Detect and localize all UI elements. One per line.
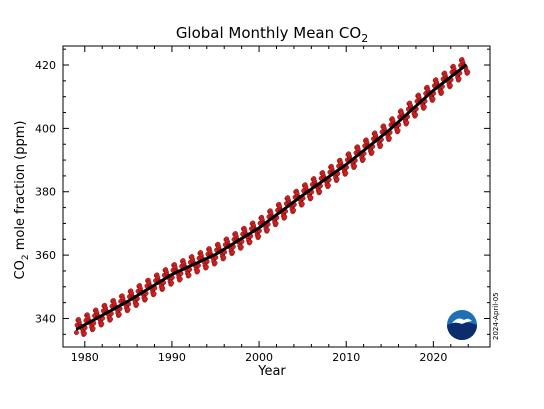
monthly-point xyxy=(186,272,192,278)
y-tick-label: 380 xyxy=(35,186,56,199)
monthly-point xyxy=(291,207,297,213)
monthly-point xyxy=(386,135,392,141)
monthly-point xyxy=(465,69,471,75)
monthly-point xyxy=(247,239,253,245)
monthly-point xyxy=(134,301,140,307)
monthly-point xyxy=(142,296,148,302)
monthly-point xyxy=(125,307,131,313)
monthly-point xyxy=(299,201,305,207)
monthly-point xyxy=(421,104,427,110)
monthly-point xyxy=(360,156,366,162)
monthly-point xyxy=(334,176,340,182)
monthly-point xyxy=(203,264,209,270)
monthly-point xyxy=(81,330,87,336)
monthly-point xyxy=(395,128,401,133)
monthly-point xyxy=(195,268,201,274)
x-tick-label: 2000 xyxy=(245,351,273,364)
monthly-point xyxy=(238,244,244,250)
monthly-point xyxy=(325,182,331,188)
monthly-point xyxy=(212,260,218,266)
plot-area: 1980 1990 2000 2010 2020 340 360 380 400 420 xyxy=(35,46,490,364)
monthly-point xyxy=(273,220,279,226)
monthly-point xyxy=(369,149,375,155)
monthly-point xyxy=(308,195,314,201)
chart-title: Global Monthly Mean CO2 xyxy=(176,24,368,45)
noaa-logo xyxy=(447,310,477,340)
monthly-point xyxy=(447,83,453,88)
y-tick-label: 420 xyxy=(35,59,56,72)
monthly-point xyxy=(430,96,436,102)
monthly-point xyxy=(404,120,410,126)
monthly-point xyxy=(343,170,349,176)
x-tick-label: 2020 xyxy=(419,351,447,364)
monthly-point xyxy=(317,189,323,195)
monthly-point xyxy=(177,276,183,282)
monthly-point xyxy=(169,280,175,286)
x-tick-label: 1990 xyxy=(158,351,186,364)
monthly-point xyxy=(230,249,236,255)
plot-frame xyxy=(62,45,491,348)
monthly-point xyxy=(256,233,262,239)
monthly-point xyxy=(378,142,384,148)
x-tick-label: 2010 xyxy=(332,351,360,364)
monthly-point xyxy=(456,76,462,82)
y-tick-label: 340 xyxy=(35,312,56,325)
y-axis-label: CO2 mole fraction (ppm) xyxy=(13,121,31,280)
trend-line xyxy=(75,63,468,331)
x-axis-label: Year xyxy=(257,364,286,379)
monthly-point xyxy=(116,311,122,317)
monthly-point xyxy=(439,89,445,95)
monthly-point xyxy=(264,227,270,233)
monthly-point xyxy=(73,330,79,336)
y-tick-label: 360 xyxy=(35,249,56,262)
y-tick-label: 400 xyxy=(35,122,56,135)
monthly-point xyxy=(160,285,166,291)
monthly-point xyxy=(108,316,114,322)
monthly-point xyxy=(151,291,157,297)
x-tick-label: 1980 xyxy=(71,351,99,364)
monthly-point xyxy=(99,321,105,327)
monthly-point xyxy=(221,255,227,261)
monthly-point xyxy=(282,214,288,220)
monthly-point xyxy=(413,112,419,118)
monthly-point xyxy=(352,163,358,169)
date-stamp: 2024-April-05 xyxy=(492,292,500,340)
monthly-point xyxy=(90,326,96,332)
